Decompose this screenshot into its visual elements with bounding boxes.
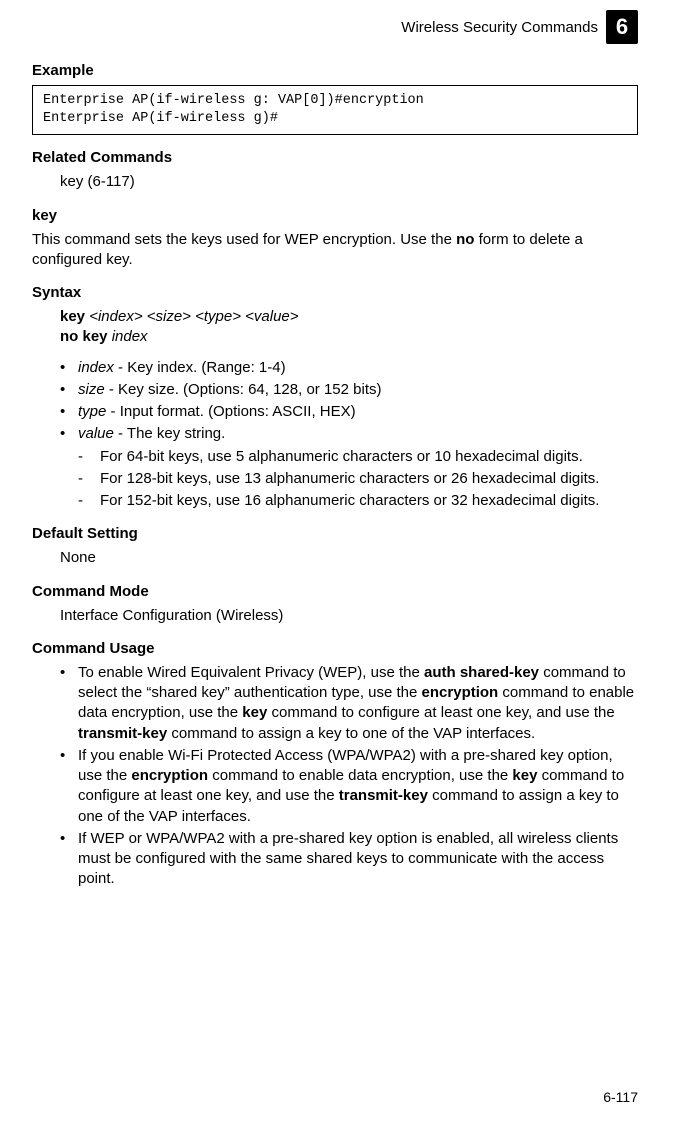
syntax-block: key <index> <size> <type> <value> no key…: [60, 307, 638, 348]
param-value-text: value - The key string.: [78, 424, 638, 444]
param-type-name: type: [78, 403, 106, 420]
u1-b3: key: [242, 704, 267, 721]
usage-item-1: • To enable Wired Equivalent Privacy (WE…: [60, 663, 638, 744]
u1-p4: command to configure at least one key, a…: [267, 704, 614, 721]
usage-item-2: • If you enable Wi-Fi Protected Access (…: [60, 746, 638, 827]
param-type: • type - Input format. (Options: ASCII, …: [60, 402, 638, 422]
example-heading: Example: [32, 62, 638, 79]
bullet-icon: •: [60, 829, 78, 890]
param-index-text: index - Key index. (Range: 1-4): [78, 358, 638, 378]
syntax-line-1: key <index> <size> <type> <value>: [60, 307, 638, 327]
bullet-icon: •: [60, 663, 78, 744]
related-commands-text: key (6-117): [60, 172, 638, 192]
command-mode-heading: Command Mode: [32, 583, 638, 600]
dash-icon: -: [78, 469, 100, 489]
syntax-kw-key: key: [60, 308, 85, 325]
u2-p2: command to enable data encryption, use t…: [208, 767, 512, 784]
usage-item-1-text: To enable Wired Equivalent Privacy (WEP)…: [78, 663, 638, 744]
param-size-desc: - Key size. (Options: 64, 128, or 152 bi…: [105, 381, 382, 398]
value-sub-128-text: For 128-bit keys, use 13 alphanumeric ch…: [100, 469, 638, 489]
default-setting-value: None: [60, 548, 638, 568]
param-value: • value - The key string.: [60, 424, 638, 444]
example-code-block: Enterprise AP(if-wireless g: VAP[0])#enc…: [32, 85, 638, 135]
syntax-args-1: <index> <size> <type> <value>: [85, 308, 299, 325]
key-heading: key: [32, 207, 638, 224]
dash-icon: -: [78, 491, 100, 511]
param-index-desc: - Key index. (Range: 1-4): [114, 359, 286, 376]
u1-b1: auth shared-key: [424, 664, 539, 681]
key-desc-bold: no: [456, 231, 474, 248]
param-index: • index - Key index. (Range: 1-4): [60, 358, 638, 378]
param-size: • size - Key size. (Options: 64, 128, or…: [60, 380, 638, 400]
bullet-icon: •: [60, 424, 78, 444]
value-sub-152: - For 152-bit keys, use 16 alphanumeric …: [78, 491, 638, 511]
usage-item-3: • If WEP or WPA/WPA2 with a pre-shared k…: [60, 829, 638, 890]
param-type-text: type - Input format. (Options: ASCII, HE…: [78, 402, 638, 422]
syntax-kw-nokey: no key: [60, 328, 108, 345]
param-index-name: index: [78, 359, 114, 376]
param-size-name: size: [78, 381, 105, 398]
u1-p1: To enable Wired Equivalent Privacy (WEP)…: [78, 664, 424, 681]
param-value-desc: - The key string.: [114, 425, 225, 442]
u2-b1: encryption: [131, 767, 208, 784]
chapter-number-box: 6: [606, 10, 638, 44]
bullet-icon: •: [60, 746, 78, 827]
header-title: Wireless Security Commands: [401, 19, 598, 36]
bullet-icon: •: [60, 402, 78, 422]
param-type-desc: - Input format. (Options: ASCII, HEX): [106, 403, 355, 420]
key-desc-pre: This command sets the keys used for WEP …: [32, 231, 456, 248]
param-size-text: size - Key size. (Options: 64, 128, or 1…: [78, 380, 638, 400]
syntax-args-2: index: [108, 328, 148, 345]
syntax-line-2: no key index: [60, 327, 638, 347]
default-setting-heading: Default Setting: [32, 525, 638, 542]
command-mode-value: Interface Configuration (Wireless): [60, 606, 638, 626]
u2-b2: key: [512, 767, 537, 784]
page: Wireless Security Commands 6 Example Ent…: [0, 0, 686, 1123]
dash-icon: -: [78, 447, 100, 467]
page-header: Wireless Security Commands 6: [32, 10, 638, 44]
param-value-name: value: [78, 425, 114, 442]
bullet-icon: •: [60, 358, 78, 378]
u1-b2: encryption: [422, 684, 499, 701]
value-sub-64: - For 64-bit keys, use 5 alphanumeric ch…: [78, 447, 638, 467]
value-sub-128: - For 128-bit keys, use 13 alphanumeric …: [78, 469, 638, 489]
value-sub-152-text: For 152-bit keys, use 16 alphanumeric ch…: [100, 491, 638, 511]
command-usage-heading: Command Usage: [32, 640, 638, 657]
key-description: This command sets the keys used for WEP …: [32, 230, 638, 271]
syntax-heading: Syntax: [32, 284, 638, 301]
u2-b3: transmit-key: [339, 787, 428, 804]
bullet-icon: •: [60, 380, 78, 400]
page-number: 6-117: [603, 1089, 638, 1105]
u1-p5: command to assign a key to one of the VA…: [167, 725, 535, 742]
related-commands-heading: Related Commands: [32, 149, 638, 166]
usage-item-3-text: If WEP or WPA/WPA2 with a pre-shared key…: [78, 829, 638, 890]
usage-item-2-text: If you enable Wi-Fi Protected Access (WP…: [78, 746, 638, 827]
u1-b4: transmit-key: [78, 725, 167, 742]
value-sub-64-text: For 64-bit keys, use 5 alphanumeric char…: [100, 447, 638, 467]
